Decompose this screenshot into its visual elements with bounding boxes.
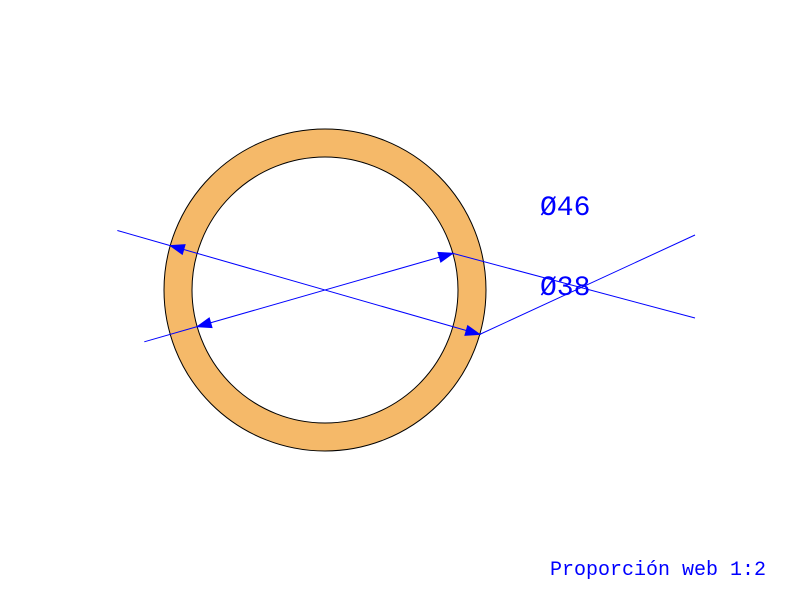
outer-dim-label: Ø46 — [540, 193, 590, 224]
inner-dim-label: Ø38 — [540, 273, 590, 304]
footer-text: Proporción web 1:2 — [550, 559, 766, 582]
